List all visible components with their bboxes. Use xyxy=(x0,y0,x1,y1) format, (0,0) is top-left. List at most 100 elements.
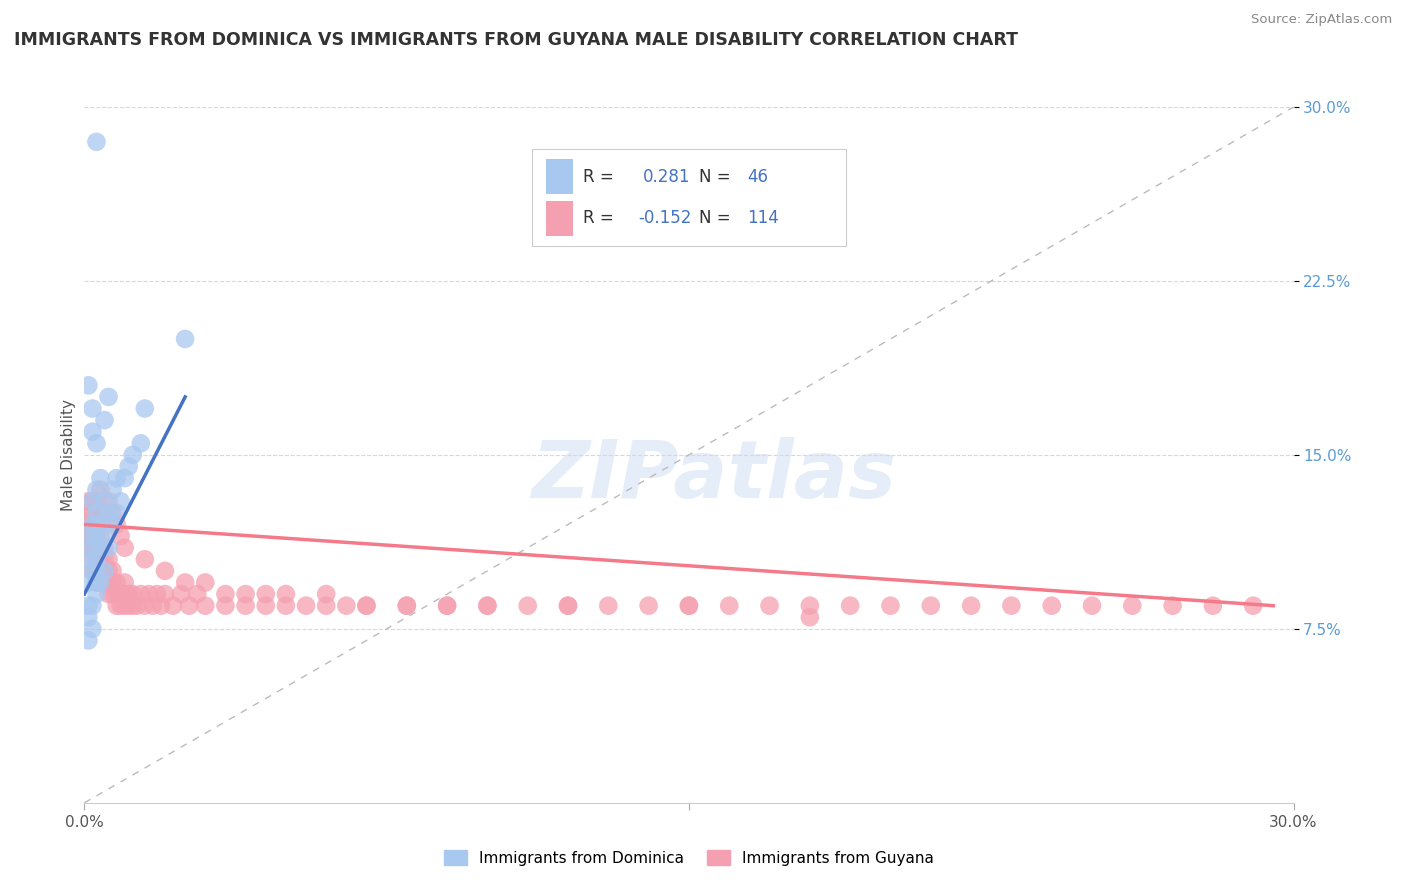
Point xyxy=(105,517,128,532)
Point xyxy=(93,541,115,555)
Point xyxy=(758,599,780,613)
Point xyxy=(174,575,197,590)
Point xyxy=(86,552,108,566)
Point xyxy=(89,517,111,532)
Point xyxy=(395,599,418,613)
Point xyxy=(142,599,165,613)
Point xyxy=(77,552,100,566)
Point xyxy=(879,599,901,613)
Point xyxy=(1000,599,1022,613)
Text: Source: ZipAtlas.com: Source: ZipAtlas.com xyxy=(1251,13,1392,27)
Point xyxy=(86,541,108,555)
Point xyxy=(97,494,120,508)
Point xyxy=(97,564,120,578)
Point xyxy=(77,599,100,613)
Point xyxy=(153,587,176,601)
Point xyxy=(97,390,120,404)
Point xyxy=(678,599,700,613)
Point xyxy=(295,599,318,613)
Point xyxy=(194,575,217,590)
Point xyxy=(1161,599,1184,613)
Point xyxy=(179,599,201,613)
Point xyxy=(97,541,120,555)
Point xyxy=(110,494,132,508)
Point xyxy=(89,529,111,543)
Point xyxy=(86,135,108,149)
Point xyxy=(395,599,418,613)
Point xyxy=(718,599,741,613)
Point xyxy=(598,599,620,613)
Point xyxy=(557,599,579,613)
Point xyxy=(121,599,143,613)
Point xyxy=(138,587,160,601)
Point xyxy=(146,587,169,601)
Point xyxy=(82,541,104,555)
Point xyxy=(557,599,579,613)
Point xyxy=(82,552,104,566)
Point xyxy=(254,599,277,613)
Point xyxy=(101,564,124,578)
Point xyxy=(110,587,132,601)
Point xyxy=(105,471,128,485)
Point xyxy=(134,599,156,613)
Point xyxy=(97,552,120,566)
Point xyxy=(960,599,983,613)
Text: 114: 114 xyxy=(747,210,779,227)
Point xyxy=(97,575,120,590)
Point xyxy=(97,587,120,601)
Point xyxy=(214,587,236,601)
Point xyxy=(77,529,100,543)
Point xyxy=(335,599,357,613)
Point xyxy=(86,564,108,578)
Point xyxy=(82,401,104,416)
Point xyxy=(118,459,141,474)
Point xyxy=(235,599,257,613)
Point xyxy=(89,471,111,485)
Point xyxy=(89,541,111,555)
Point xyxy=(82,599,104,613)
Point xyxy=(149,599,172,613)
Point xyxy=(101,587,124,601)
Point xyxy=(162,599,184,613)
Point xyxy=(110,529,132,543)
Point xyxy=(114,587,136,601)
Point xyxy=(1202,599,1225,613)
Point xyxy=(86,529,108,543)
Point xyxy=(77,506,100,520)
Point xyxy=(101,483,124,497)
Point xyxy=(89,483,111,497)
Point xyxy=(174,332,197,346)
Point xyxy=(77,494,100,508)
Point xyxy=(86,517,108,532)
Point xyxy=(93,564,115,578)
Point xyxy=(86,494,108,508)
Point xyxy=(477,599,499,613)
Point xyxy=(86,506,108,520)
Point xyxy=(77,541,100,555)
Text: ZIPatlas: ZIPatlas xyxy=(530,437,896,515)
Point xyxy=(315,599,337,613)
Text: N =: N = xyxy=(699,168,735,186)
Point xyxy=(93,413,115,427)
FancyBboxPatch shape xyxy=(531,149,846,246)
Point xyxy=(678,599,700,613)
Point xyxy=(82,529,104,543)
Y-axis label: Male Disability: Male Disability xyxy=(60,399,76,511)
Bar xyxy=(547,201,572,235)
Text: IMMIGRANTS FROM DOMINICA VS IMMIGRANTS FROM GUYANA MALE DISABILITY CORRELATION C: IMMIGRANTS FROM DOMINICA VS IMMIGRANTS F… xyxy=(14,31,1018,49)
Point xyxy=(105,599,128,613)
Point xyxy=(77,529,100,543)
Point xyxy=(97,506,120,520)
Point xyxy=(82,494,104,508)
Text: N =: N = xyxy=(699,210,735,227)
Bar xyxy=(547,159,572,194)
Point xyxy=(118,587,141,601)
Point xyxy=(477,599,499,613)
Point xyxy=(86,564,108,578)
Point xyxy=(356,599,378,613)
Point xyxy=(134,401,156,416)
Point xyxy=(86,575,108,590)
Point xyxy=(86,575,108,590)
Point xyxy=(1241,599,1264,613)
Point xyxy=(1081,599,1104,613)
